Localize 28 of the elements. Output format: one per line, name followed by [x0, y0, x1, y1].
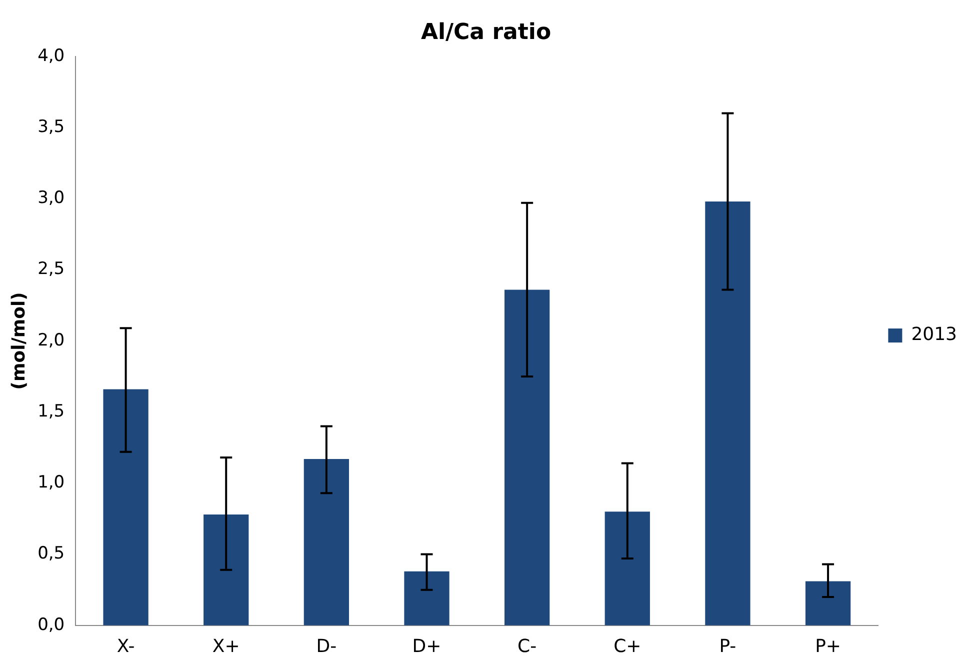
- x-tick-label: X-: [116, 636, 135, 657]
- x-tick-label: P-: [719, 636, 736, 657]
- bar: [805, 581, 851, 626]
- y-tick-label: 0,5: [38, 544, 65, 564]
- y-tick-label: 1,5: [38, 401, 65, 422]
- x-tick-label: D-: [316, 636, 337, 657]
- y-tick-label: 2,0: [38, 330, 65, 350]
- x-tick-label: C+: [614, 636, 642, 657]
- y-tick-label: 1,0: [38, 472, 65, 493]
- legend-label: 2013: [911, 324, 958, 346]
- chart-title: Al/Ca ratio: [420, 20, 552, 45]
- bar: [304, 458, 350, 626]
- y-tick-label: 2,5: [38, 259, 65, 280]
- x-tick-label: D+: [412, 636, 442, 657]
- y-tick-label: 0,0: [38, 614, 65, 635]
- bar: [404, 571, 450, 626]
- x-tick-label: X+: [212, 636, 240, 657]
- y-axis-title: (mol/mol): [8, 292, 30, 390]
- bar: [204, 514, 249, 626]
- bar: [504, 290, 550, 626]
- x-tick-label: C-: [518, 636, 537, 657]
- bar: [604, 512, 650, 626]
- y-tick-label: 4,0: [38, 46, 65, 66]
- y-tick-label: 3,5: [38, 116, 65, 137]
- bar: [705, 201, 750, 626]
- x-tick-label: P+: [815, 636, 841, 657]
- bar: [103, 389, 148, 626]
- y-tick-label: 3,0: [38, 188, 65, 208]
